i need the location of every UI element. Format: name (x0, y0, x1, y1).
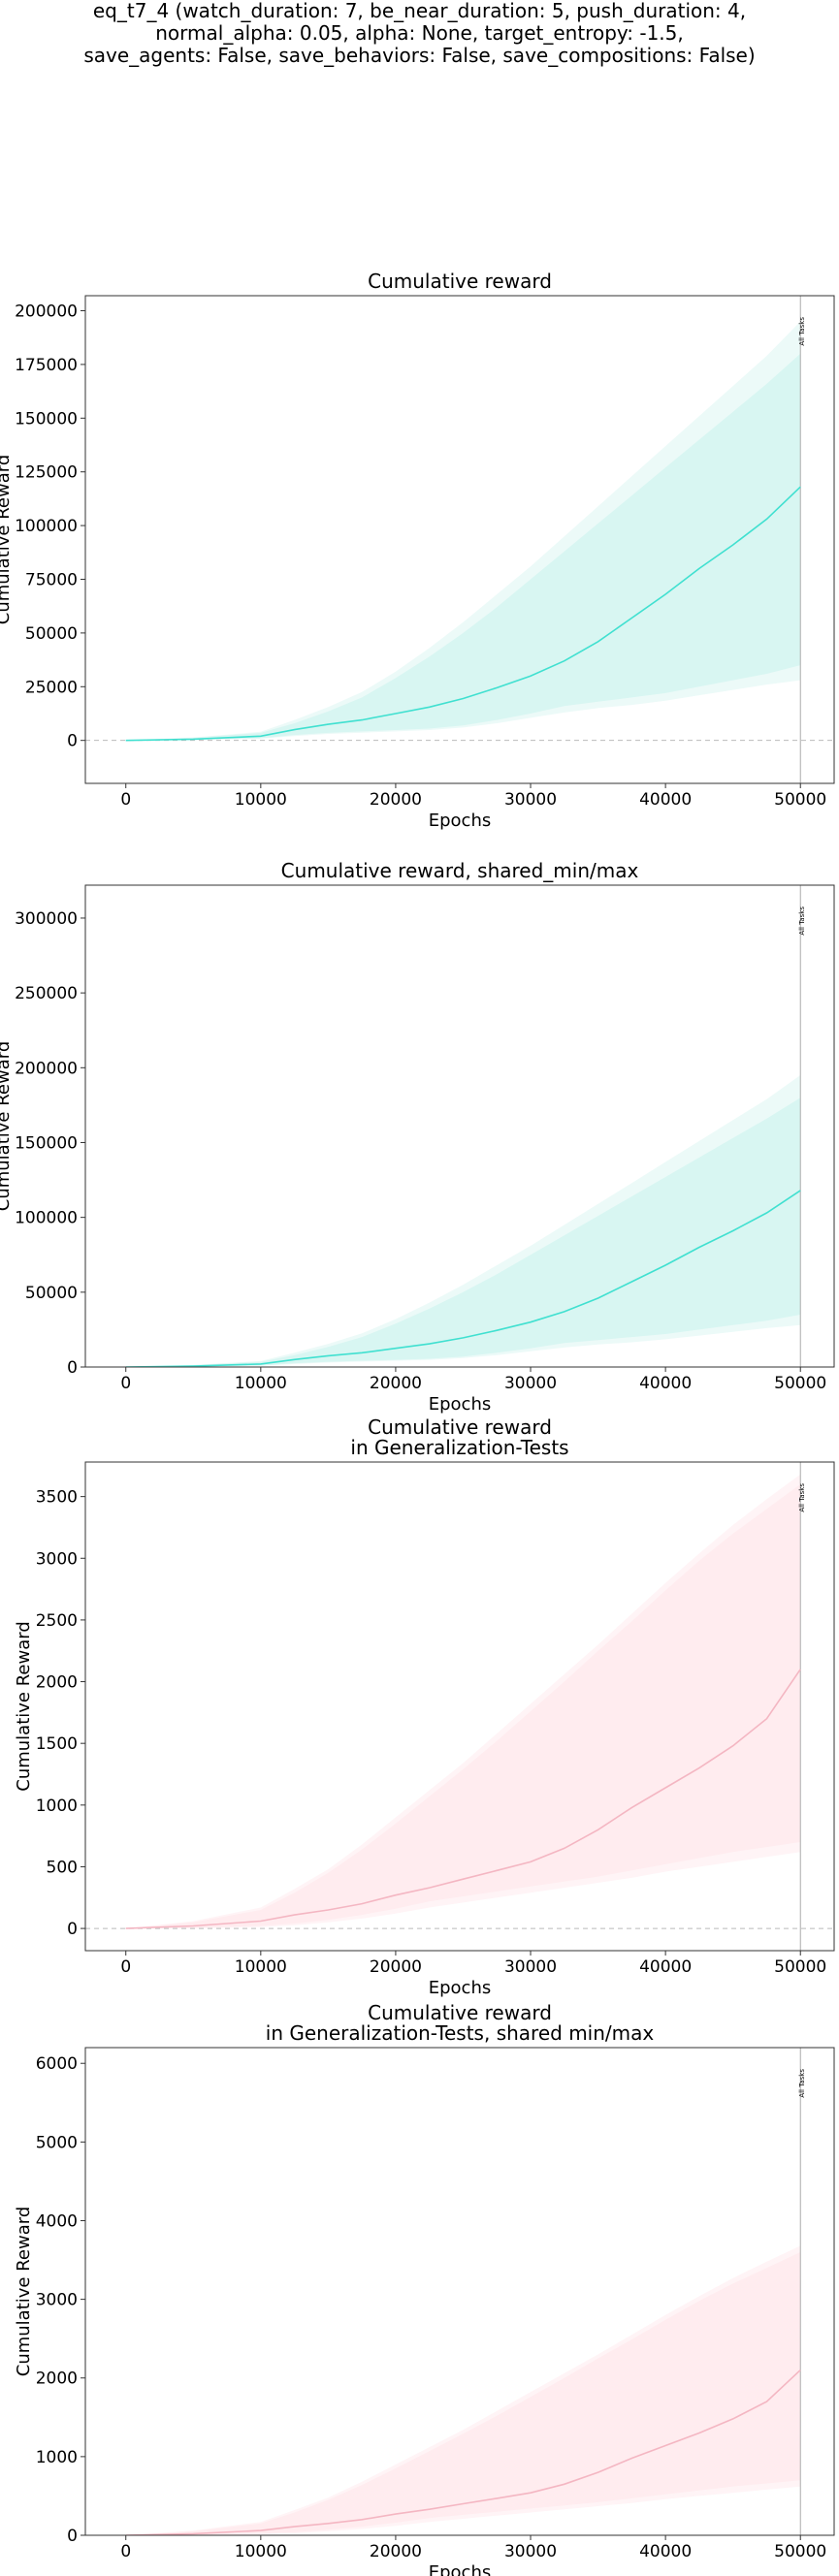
y-tick-label: 500 (47, 1858, 78, 1877)
plot-area (125, 885, 801, 1367)
plot-area (125, 2048, 801, 2535)
y-tick-label: 200000 (15, 302, 78, 322)
confidence-band (125, 1483, 801, 1929)
x-tick-label: 50000 (774, 790, 826, 810)
x-tick-label: 40000 (639, 2542, 692, 2561)
y-tick-label: 150000 (15, 1133, 78, 1153)
axes-frame (84, 2047, 835, 2536)
y-tick-label: 0 (67, 1358, 78, 1378)
figure-suptitle: eq_t7_4 (watch_duration: 7, be_near_dura… (0, 0, 839, 67)
mean-line (125, 2369, 801, 2535)
y-axis-label: Cumulative Reward (0, 1041, 14, 1212)
x-tick-label: 30000 (504, 1957, 557, 1977)
confidence-band (125, 2251, 801, 2535)
x-tick-label: 20000 (370, 1957, 422, 1977)
y-tick-label: 2000 (36, 2369, 78, 2389)
y-tick-label: 0 (67, 732, 78, 751)
confidence-band (125, 353, 801, 741)
y-tick-label: 1500 (36, 1734, 78, 1754)
chart-panel: All Tasks 0 10000 20000 30000 40000 50000 0 1000… (14, 2001, 835, 2576)
x-tick-label: 50000 (774, 1374, 826, 1393)
y-tick-label: 3000 (36, 1549, 78, 1569)
y-tick-label: 300000 (15, 909, 78, 929)
y-tick-label: 100000 (15, 517, 78, 536)
plot-area (85, 1462, 834, 1951)
x-tick-label: 50000 (774, 2542, 826, 2561)
y-tick-label: 2500 (36, 1611, 78, 1631)
y-tick-label: 1000 (36, 2448, 78, 2467)
y-tick-label: 250000 (15, 984, 78, 1003)
x-tick-label: 0 (120, 1374, 131, 1393)
x-tick-label: 20000 (370, 2542, 422, 2561)
y-tick-label: 125000 (15, 463, 78, 483)
mean-line (125, 1190, 801, 1367)
all-tasks-label: All Tasks (798, 1483, 806, 1512)
suptitle-line: eq_t7_4 (watch_duration: 7, be_near_dura… (92, 0, 747, 22)
y-axis-label: Cumulative Reward (0, 455, 14, 625)
chart-panel: All Tasks 0 10000 20000 30000 40000 50000 0 2500… (0, 270, 835, 831)
chart-title: Cumulative reward, shared_min/max (281, 859, 639, 882)
x-tick-label: 10000 (235, 790, 287, 810)
x-axis-label: Epochs (429, 811, 492, 831)
mean-line (125, 486, 801, 742)
y-tick-label: 75000 (25, 570, 78, 589)
y-tick-label: 0 (67, 2527, 78, 2546)
y-tick-label: 0 (67, 1920, 78, 1939)
x-tick-label: 30000 (504, 790, 557, 810)
confidence-band (125, 1097, 801, 1367)
chart-title: Cumulative reward (368, 1415, 552, 1439)
axes-frame (84, 884, 835, 1368)
x-tick-label: 20000 (370, 1374, 422, 1393)
y-tick-label: 3000 (36, 2291, 78, 2310)
chart-title: in Generalization-Tests, shared min/max (266, 2021, 655, 2045)
x-tick-label: 40000 (639, 1374, 692, 1393)
y-tick-label: 3500 (36, 1488, 78, 1508)
x-tick-label: 40000 (639, 790, 692, 810)
chart-title: Cumulative reward (368, 270, 552, 293)
y-tick-label: 100000 (15, 1209, 78, 1228)
y-tick-label: 6000 (36, 2054, 78, 2074)
all-tasks-label: All Tasks (798, 317, 806, 346)
y-tick-label: 2000 (36, 1673, 78, 1693)
x-axis-label: Epochs (429, 1978, 492, 1998)
x-tick-label: 30000 (504, 2542, 557, 2561)
y-tick-label: 150000 (15, 409, 78, 429)
x-axis-label: Epochs (429, 1394, 492, 1415)
x-tick-label: 0 (120, 2542, 131, 2561)
x-tick-label: 0 (120, 790, 131, 810)
x-tick-label: 10000 (235, 1374, 287, 1393)
axes-frame (84, 295, 835, 784)
chart-panel: All Tasks 0 10000 20000 30000 40000 50000 0 5000… (0, 859, 835, 1415)
y-tick-label: 25000 (25, 678, 78, 697)
x-tick-label: 0 (120, 1957, 131, 1977)
x-tick-label: 50000 (774, 1957, 826, 1977)
chart-title: Cumulative reward (368, 2001, 552, 2024)
all-tasks-label: All Tasks (798, 2069, 806, 2098)
axes-frame (84, 1461, 835, 1952)
y-tick-label: 5000 (36, 2133, 78, 2152)
chart-title: in Generalization-Tests (350, 1436, 568, 1459)
x-axis-label: Epochs (429, 2562, 492, 2576)
x-tick-label: 20000 (370, 790, 422, 810)
x-tick-label: 10000 (235, 1957, 287, 1977)
all-tasks-label: All Tasks (798, 906, 806, 936)
y-tick-label: 50000 (25, 1284, 78, 1303)
suptitle-line: save_agents: False, save_behaviors: Fals… (83, 44, 756, 67)
x-tick-label: 30000 (504, 1374, 557, 1393)
y-axis-label: Cumulative Reward (14, 1621, 34, 1792)
y-axis-label: Cumulative Reward (14, 2207, 34, 2377)
suptitle-line: normal_alpha: 0.05, alpha: None, target_… (155, 21, 684, 45)
y-tick-label: 175000 (15, 356, 78, 375)
y-tick-label: 1000 (36, 1797, 78, 1816)
x-tick-label: 40000 (639, 1957, 692, 1977)
y-tick-label: 200000 (15, 1059, 78, 1078)
plot-area (85, 296, 834, 783)
y-tick-label: 50000 (25, 624, 78, 644)
mean-line (125, 1669, 801, 1929)
x-tick-label: 10000 (235, 2542, 287, 2561)
chart-panel: All Tasks 0 10000 20000 30000 40000 50000 0 500 1… (14, 1415, 835, 1998)
y-tick-label: 4000 (36, 2211, 78, 2231)
